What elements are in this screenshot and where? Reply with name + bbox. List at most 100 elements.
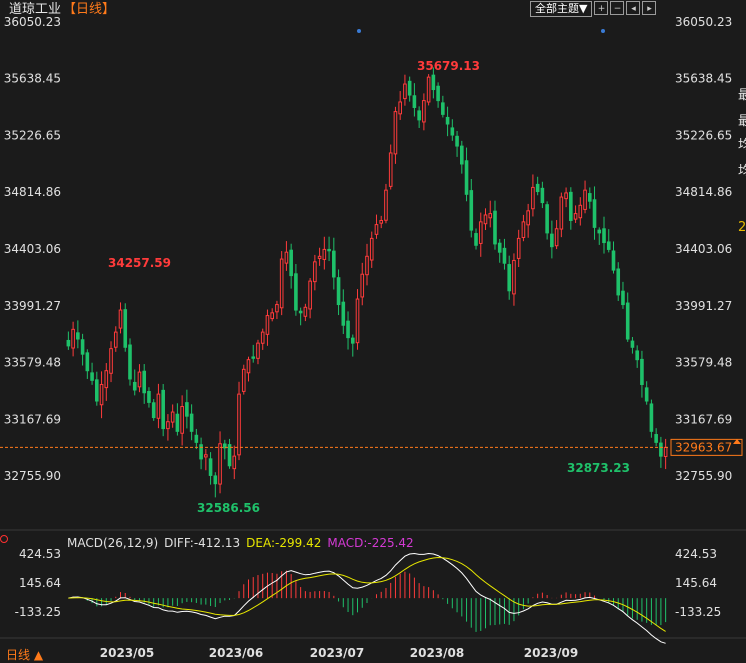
right-panel-label: 2 <box>738 220 746 235</box>
candle-body <box>232 455 237 470</box>
candle <box>587 187 592 209</box>
period-tag[interactable]: 【日线】 <box>63 2 116 17</box>
candle <box>246 356 251 382</box>
theme-dropdown-button[interactable]: 全部主题▼ <box>530 1 593 17</box>
candle <box>379 215 384 229</box>
candle-body <box>474 233 478 246</box>
candle <box>412 83 417 117</box>
price-axis-label-left: 35638.45 <box>4 72 61 86</box>
candle <box>189 404 194 441</box>
candle <box>151 399 156 421</box>
candle-body <box>441 102 445 115</box>
candle <box>341 289 346 334</box>
candle <box>350 334 355 357</box>
left-arrow-icon[interactable]: ◂ <box>626 1 641 15</box>
period-switch-button[interactable]: 日线 ▲ <box>6 648 44 662</box>
candle-body <box>412 95 417 108</box>
candle <box>602 216 606 254</box>
candle <box>516 229 521 268</box>
scroll-up-arrow-icon <box>733 439 741 444</box>
candle <box>275 300 279 319</box>
candle <box>388 144 393 190</box>
candle-body <box>497 242 502 253</box>
price-axis-label-left: 34403.06 <box>4 242 61 256</box>
candle <box>559 192 564 238</box>
candle-body <box>417 110 421 121</box>
candle-body <box>512 259 516 295</box>
event-marker-icon <box>601 29 605 33</box>
candle-body <box>104 370 109 389</box>
candle-body <box>294 273 298 311</box>
candle <box>663 438 668 470</box>
candle-body <box>455 135 459 147</box>
candle <box>592 186 597 240</box>
candle-body <box>573 213 578 220</box>
candle-body <box>459 145 464 165</box>
candle <box>213 472 218 498</box>
macd-dea-value: DEA:-299.42 <box>246 536 322 550</box>
candle-body <box>113 331 118 348</box>
candle-body <box>189 413 194 432</box>
candle <box>251 344 256 363</box>
candle <box>123 303 128 352</box>
candle <box>474 228 478 250</box>
candle-body <box>350 337 355 344</box>
candle-body <box>640 358 644 385</box>
candle <box>308 278 312 319</box>
candle-body <box>616 268 621 296</box>
candle-body <box>483 214 488 225</box>
right-arrow-icon[interactable]: ▸ <box>642 1 657 15</box>
candle-body <box>80 339 85 355</box>
candle <box>369 231 374 268</box>
candle-body <box>118 309 123 329</box>
x-axis-label: 2023/07 <box>310 646 364 660</box>
candle-body <box>606 241 611 250</box>
candle-body <box>227 444 232 467</box>
candle <box>360 262 365 306</box>
candle-body <box>355 298 360 344</box>
candle <box>80 333 85 366</box>
candle <box>166 414 170 441</box>
candle <box>346 311 350 350</box>
zoom-in-icon[interactable]: + <box>594 1 609 15</box>
candle-body <box>384 189 388 221</box>
macd-axis-label-right: -133.25 <box>675 605 721 619</box>
candle <box>445 106 450 137</box>
candle <box>393 106 398 164</box>
candle <box>644 381 649 405</box>
candle <box>417 106 421 128</box>
price-axis-label-left: 32755.90 <box>4 469 61 483</box>
price-axis-label-right: 33579.48 <box>675 356 732 370</box>
candle <box>403 74 407 106</box>
candle-body <box>308 280 312 310</box>
candle-body <box>422 100 426 123</box>
macd-axis-label-left: 424.53 <box>19 547 61 561</box>
candle-body <box>398 101 402 115</box>
candle-body <box>95 379 99 402</box>
right-panel-label: 最 <box>738 88 746 103</box>
indicator-marker-icon[interactable] <box>0 535 8 543</box>
candle-body <box>436 85 440 102</box>
price-axis-label-right: 35226.65 <box>675 128 732 142</box>
candle <box>199 437 203 470</box>
candle-body <box>180 406 184 434</box>
candle <box>227 438 232 469</box>
candle <box>260 328 265 350</box>
candle-body <box>317 255 322 259</box>
candle-body <box>279 258 284 309</box>
candle <box>606 229 611 253</box>
candle <box>298 307 303 326</box>
macd-indicator-name[interactable]: MACD(26,12,9) <box>67 536 159 550</box>
candle-body <box>621 290 625 306</box>
candle-body <box>659 442 663 457</box>
candle <box>208 452 213 485</box>
price-axis-label-right: 33167.69 <box>675 412 732 426</box>
macd-axis-label-right: 424.53 <box>675 547 717 561</box>
candle-body <box>426 76 431 103</box>
candle-body <box>644 387 649 402</box>
candle <box>512 253 516 306</box>
zoom-out-icon[interactable]: − <box>610 1 625 15</box>
price-axis-label-left: 34814.86 <box>4 185 61 199</box>
candle-body <box>374 224 379 235</box>
